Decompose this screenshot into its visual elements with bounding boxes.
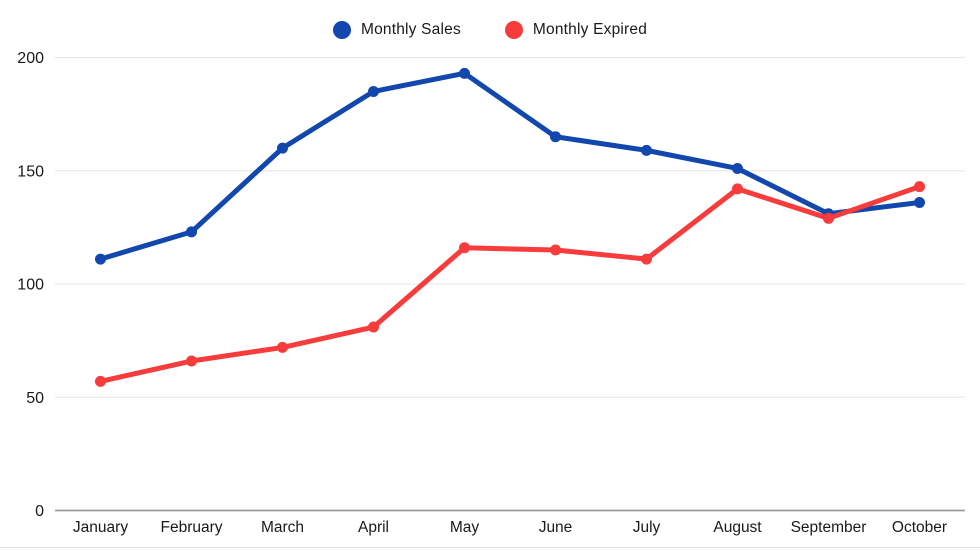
y-tick-label-0: 0	[35, 503, 44, 520]
x-tick-label-june: June	[539, 519, 573, 536]
data-point-monthly-expired-may	[459, 242, 470, 254]
legend-item-monthly-expired: Monthly Expired	[504, 21, 648, 39]
y-tick-label-150: 150	[17, 163, 44, 180]
x-tick-label-july: July	[633, 519, 661, 536]
data-point-monthly-expired-july	[641, 253, 652, 265]
data-point-monthly-sales-april	[368, 85, 379, 97]
x-tick-label-january: January	[73, 519, 128, 536]
legend-dot-monthly-sales	[332, 21, 351, 39]
data-point-monthly-expired-september	[823, 212, 834, 224]
data-point-monthly-expired-january	[95, 375, 106, 387]
chart-legend: Monthly Sales Monthly Expired	[0, 21, 980, 39]
series-line-monthly-sales	[98, 70, 922, 262]
data-point-monthly-sales-august	[732, 162, 743, 174]
y-tick-label-200: 200	[17, 50, 44, 67]
x-tick-label-october: October	[892, 519, 947, 536]
x-tick-label-may: May	[450, 519, 480, 536]
data-point-monthly-expired-february	[186, 355, 197, 367]
x-tick-label-march: March	[261, 519, 304, 536]
data-point-monthly-expired-august	[732, 183, 743, 195]
data-point-monthly-expired-june	[550, 244, 561, 256]
data-point-monthly-sales-february	[186, 226, 197, 238]
data-point-monthly-sales-march	[277, 142, 288, 154]
x-tick-label-april: April	[358, 519, 389, 536]
data-point-monthly-expired-april	[368, 321, 379, 333]
bottom-divider	[0, 547, 980, 548]
x-tick-label-february: February	[160, 519, 222, 536]
y-tick-label-50: 50	[26, 390, 44, 407]
data-point-monthly-expired-march	[277, 341, 288, 353]
data-point-monthly-sales-october	[914, 196, 925, 208]
data-point-monthly-sales-may	[459, 67, 470, 79]
series-line-monthly-expired	[98, 184, 922, 384]
legend-label-monthly-sales: Monthly Sales	[360, 21, 461, 38]
data-point-monthly-expired-october	[914, 181, 925, 193]
legend-dot-monthly-expired	[504, 21, 523, 39]
legend-item-monthly-sales: Monthly Sales	[332, 21, 461, 39]
legend-label-monthly-expired: Monthly Expired	[532, 21, 648, 38]
x-tick-label-september: September	[791, 519, 867, 536]
x-tick-label-august: August	[713, 519, 762, 536]
data-point-monthly-sales-january	[95, 253, 106, 265]
data-point-monthly-sales-july	[641, 144, 652, 156]
y-tick-label-100: 100	[17, 277, 44, 294]
data-point-monthly-sales-june	[550, 131, 561, 143]
